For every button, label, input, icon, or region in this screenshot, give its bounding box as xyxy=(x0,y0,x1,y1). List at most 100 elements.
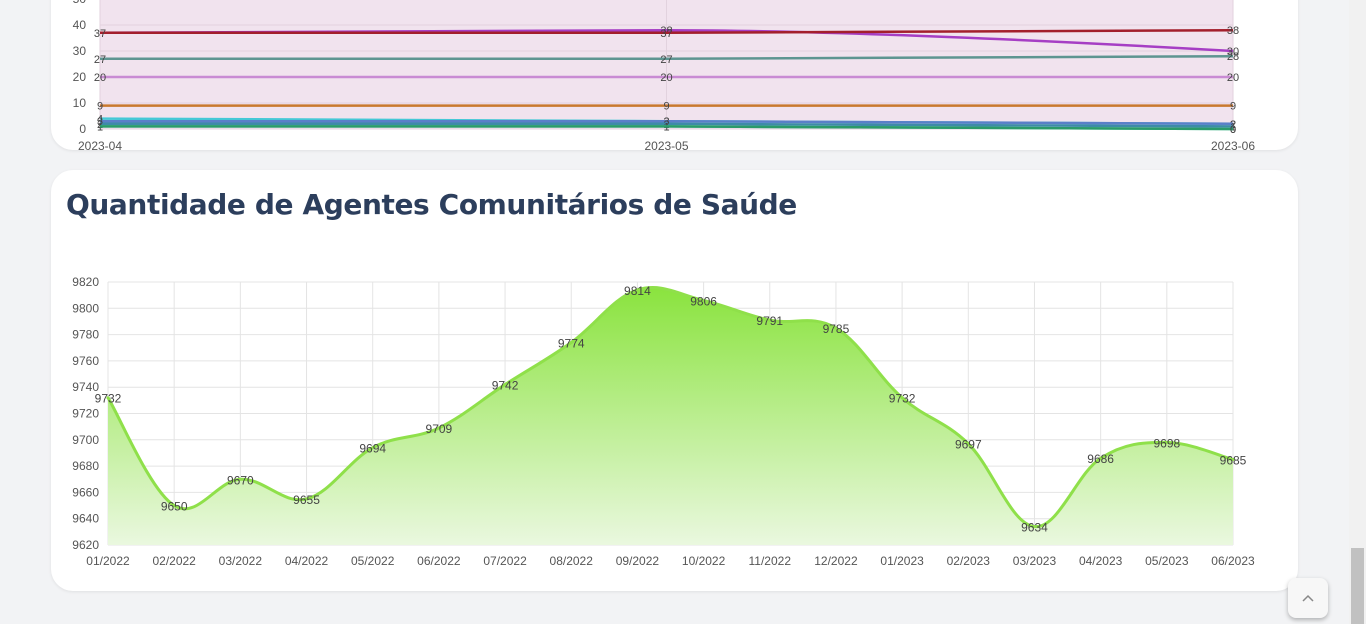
y-tick-label: 30 xyxy=(73,44,87,58)
data-label: 9774 xyxy=(558,336,585,350)
data-label: 9709 xyxy=(426,422,453,436)
y-tick-label: 9820 xyxy=(72,275,99,289)
series-line xyxy=(99,28,1234,53)
top-line-chart: 010203040502023-042023-052023-0638303737… xyxy=(73,0,1255,153)
series-line xyxy=(100,54,1234,61)
area-fill xyxy=(108,287,1233,545)
data-point xyxy=(635,288,639,292)
data-label: 9 xyxy=(97,101,103,113)
data-point xyxy=(238,477,242,481)
y-tick-label: 0 xyxy=(79,122,86,136)
data-label: 9732 xyxy=(95,392,122,406)
x-tick-label: 03/2023 xyxy=(1013,554,1057,568)
y-tick-label: 9660 xyxy=(72,485,99,499)
x-tick-label: 11/2022 xyxy=(749,554,792,568)
data-label: 37 xyxy=(660,28,672,40)
data-point xyxy=(503,383,507,387)
data-label: 0 xyxy=(1230,124,1236,136)
data-label: 2 xyxy=(1230,119,1236,131)
x-tick-label: 01/2022 xyxy=(86,554,130,568)
x-tick-label: 10/2022 xyxy=(682,554,726,568)
data-label: 27 xyxy=(660,54,672,66)
data-label: 9655 xyxy=(293,493,320,507)
y-tick-label: 20 xyxy=(73,70,87,84)
series-line xyxy=(99,28,1234,35)
x-tick-label: 09/2022 xyxy=(616,554,660,568)
y-tick-label: 9740 xyxy=(72,380,99,394)
top-chart-card: 010203040502023-042023-052023-0638303737… xyxy=(51,0,1298,153)
data-label: 9697 xyxy=(955,438,982,452)
data-point xyxy=(569,340,573,344)
data-label: 9634 xyxy=(1021,521,1048,535)
data-point xyxy=(1032,525,1036,529)
data-label: 20 xyxy=(660,72,672,84)
x-tick-label: 08/2022 xyxy=(550,554,594,568)
data-label: 9732 xyxy=(889,392,916,406)
y-tick-label: 9620 xyxy=(72,538,99,552)
data-point xyxy=(172,504,176,508)
x-tick-label: 06/2022 xyxy=(417,554,461,568)
x-tick-label: 2023-06 xyxy=(1211,139,1255,150)
x-tick-label: 2023-05 xyxy=(644,139,688,150)
back-to-top-button[interactable] xyxy=(1288,578,1328,618)
x-tick-label: 2023-04 xyxy=(78,139,122,150)
series-line xyxy=(100,125,1234,131)
data-label: 9685 xyxy=(1220,454,1247,468)
data-label: 9670 xyxy=(227,473,254,487)
data-label: 4 xyxy=(97,114,103,126)
data-label: 38 xyxy=(1227,25,1239,37)
data-label: 9814 xyxy=(624,284,651,298)
data-point xyxy=(437,426,441,430)
data-label: 9806 xyxy=(690,294,717,308)
x-tick-label: 01/2023 xyxy=(880,554,924,568)
x-tick-label: 02/2023 xyxy=(947,554,991,568)
y-tick-label: 9800 xyxy=(72,301,99,315)
data-label: 0 xyxy=(1230,124,1236,136)
main-chart-card: Quantidade de Agentes Comunitários de Sa… xyxy=(51,170,1298,591)
y-tick-label: 9680 xyxy=(72,459,99,473)
y-tick-label: 50 xyxy=(73,0,87,6)
data-point xyxy=(1231,458,1235,462)
data-point xyxy=(106,396,110,400)
data-label: 9785 xyxy=(823,322,850,336)
data-label: 9 xyxy=(1230,101,1236,113)
data-point xyxy=(1165,440,1169,444)
x-tick-label: 06/2023 xyxy=(1211,554,1255,568)
data-label: 9650 xyxy=(161,500,188,514)
data-label: 2 xyxy=(663,119,669,131)
y-tick-label: 9780 xyxy=(72,328,99,342)
data-label: 9791 xyxy=(756,314,783,328)
data-label: 2 xyxy=(1230,119,1236,131)
scrollbar-thumb[interactable] xyxy=(1351,548,1364,624)
x-tick-label: 05/2022 xyxy=(351,554,395,568)
data-point xyxy=(702,298,706,302)
series-line xyxy=(100,119,1234,126)
y-tick-label: 9760 xyxy=(72,354,99,368)
data-label: 20 xyxy=(1227,72,1239,84)
data-label: 1 xyxy=(1230,121,1236,133)
data-label: 3 xyxy=(97,116,103,128)
data-label: 9686 xyxy=(1087,452,1114,466)
data-point xyxy=(900,396,904,400)
chevron-up-icon xyxy=(1302,594,1314,602)
data-point xyxy=(966,442,970,446)
data-label: 28 xyxy=(1227,51,1239,63)
x-tick-label: 12/2022 xyxy=(814,554,858,568)
scrollbar-track[interactable] xyxy=(1349,0,1366,624)
x-tick-label: 04/2022 xyxy=(285,554,329,568)
y-tick-label: 9700 xyxy=(72,433,99,447)
chart-title: Quantidade de Agentes Comunitários de Sa… xyxy=(66,188,797,221)
y-tick-label: 10 xyxy=(73,96,87,110)
data-point xyxy=(305,497,309,501)
data-label: 9698 xyxy=(1153,436,1180,450)
y-tick-label: 9640 xyxy=(72,512,99,526)
data-label: 38 xyxy=(660,25,672,37)
data-label: 2 xyxy=(97,119,103,131)
data-label: 9694 xyxy=(359,442,386,456)
x-tick-label: 03/2022 xyxy=(219,554,263,568)
data-point xyxy=(834,326,838,330)
data-label: 37 xyxy=(94,28,106,40)
area-chart: 9620 9640 9660 9680 9700 9720 9740 9760 9780 9800… xyxy=(72,275,1255,568)
y-tick-label: 40 xyxy=(73,18,87,32)
data-label: 20 xyxy=(94,72,106,84)
